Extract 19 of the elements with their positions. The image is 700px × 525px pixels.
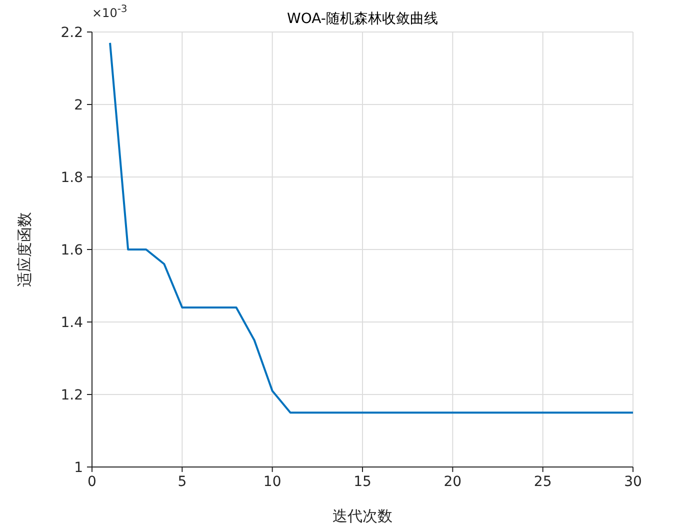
y-axis-title: 适应度函数 <box>15 212 34 287</box>
y-tick-label: 1.6 <box>60 242 84 258</box>
x-tick-label: 30 <box>624 474 642 490</box>
y-tick-label: 1.4 <box>60 314 84 331</box>
y-tick-label: 1 <box>74 460 83 476</box>
x-tick-label: 25 <box>534 474 552 490</box>
y-tick-label: 1.8 <box>60 170 83 186</box>
y-tick-label: 2.2 <box>60 24 83 41</box>
x-tick-label: 5 <box>178 474 187 490</box>
x-axis-title: 迭代次数 <box>332 507 392 525</box>
y-tick-label: 1.2 <box>60 387 83 404</box>
y-tick-label: 2 <box>74 97 83 114</box>
line-series <box>109 42 633 414</box>
x-tick-label: 15 <box>354 474 372 490</box>
x-tick-label: 0 <box>88 474 96 490</box>
x-tick-label: 20 <box>444 474 462 490</box>
text: ×10$^{-3}$ <box>92 4 128 20</box>
x-tick-label: 10 <box>263 474 282 490</box>
chart-title: WOA-随机森林收敛曲线 <box>287 11 438 27</box>
